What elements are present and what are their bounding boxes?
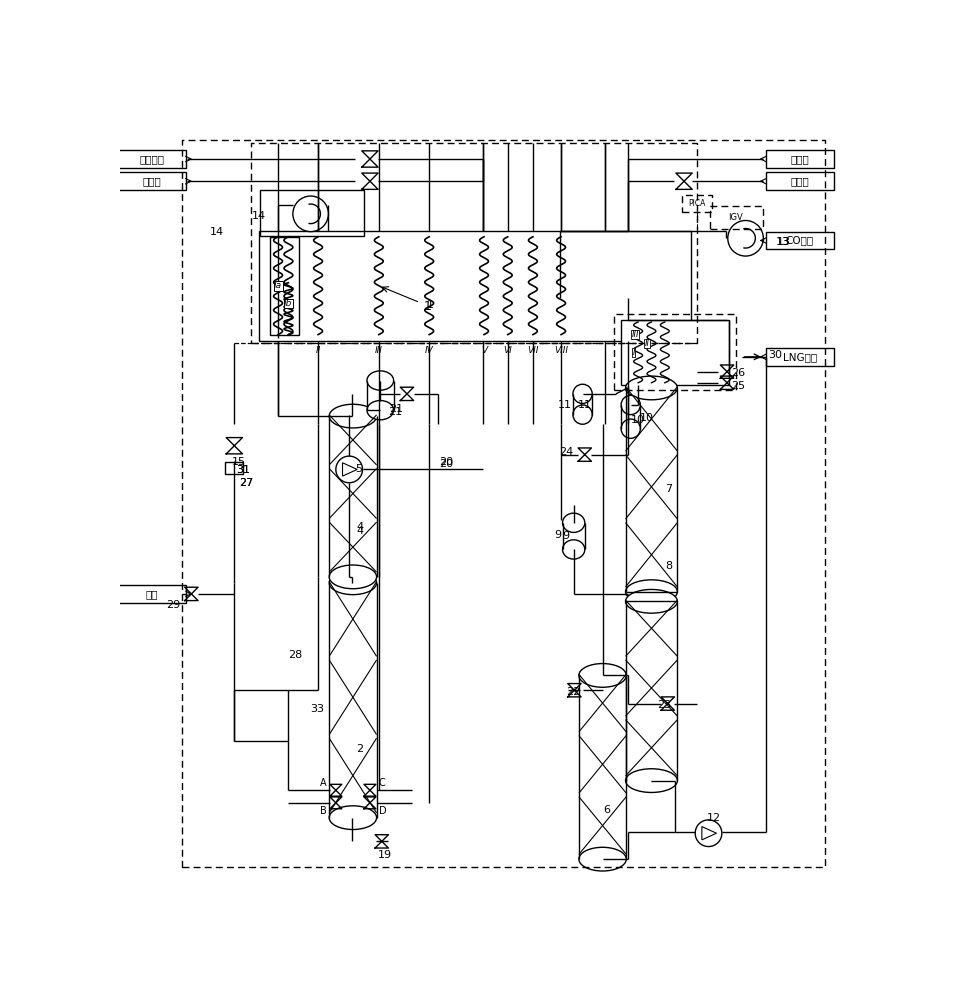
Text: 1: 1 [427,300,434,310]
Ellipse shape [329,806,377,830]
Text: 30: 30 [768,350,782,360]
Text: 5: 5 [355,464,362,474]
Text: VI: VI [504,346,512,355]
Text: 25: 25 [731,381,746,391]
Text: VII: VII [528,346,538,355]
Text: IGV: IGV [728,213,744,222]
Bar [226,462,243,474]
Text: 9: 9 [554,530,562,540]
Circle shape [695,820,722,847]
Text: A: A [320,778,327,788]
Text: 13: 13 [776,237,791,247]
Text: 14: 14 [251,211,266,221]
Text: 8: 8 [664,561,672,571]
Ellipse shape [579,847,626,871]
Text: 7: 7 [664,484,672,494]
Text: 2: 2 [357,744,363,754]
Text: 4: 4 [357,522,363,532]
Text: CO产品: CO产品 [786,235,814,245]
Ellipse shape [367,401,394,420]
Bar [118,585,186,603]
Ellipse shape [625,769,678,792]
Bar [766,150,834,168]
Text: 3: 3 [311,704,317,714]
Bar [260,190,364,236]
Text: C: C [379,778,385,788]
Text: 13: 13 [776,237,790,247]
Text: 14: 14 [210,227,224,237]
Ellipse shape [329,404,377,428]
Ellipse shape [573,384,592,403]
Text: PICA: PICA [688,199,706,208]
Circle shape [728,220,763,256]
Text: 27: 27 [240,478,253,488]
Text: 26: 26 [731,368,746,378]
Ellipse shape [562,540,585,559]
Ellipse shape [367,371,394,390]
Circle shape [293,196,329,232]
Ellipse shape [573,405,592,424]
Text: B: B [320,806,327,816]
Text: 21: 21 [389,404,403,414]
Ellipse shape [625,589,678,613]
Text: 23: 23 [657,700,671,710]
Bar [766,348,834,366]
Text: 20: 20 [440,457,454,467]
Text: 27: 27 [240,478,253,488]
Ellipse shape [621,395,641,415]
Text: 闪蒸气: 闪蒸气 [142,176,162,186]
Text: 31: 31 [236,465,250,475]
Text: 1: 1 [424,300,431,313]
Text: 22: 22 [566,687,580,697]
Text: 12: 12 [707,813,721,823]
Text: Ib: Ib [284,299,293,308]
Text: I: I [633,348,635,357]
Bar [259,231,691,341]
Ellipse shape [625,580,678,604]
Text: 6: 6 [603,805,610,815]
Text: 29: 29 [166,600,181,610]
Text: VIII: VIII [554,346,568,355]
Text: 24: 24 [559,447,573,457]
Text: 液氨: 液氨 [146,589,159,599]
Ellipse shape [625,376,678,400]
Text: 4: 4 [357,526,363,536]
Bar [118,172,186,190]
Bar [766,172,834,190]
Text: III: III [631,330,639,339]
Text: II: II [315,346,320,355]
Circle shape [336,456,362,483]
Ellipse shape [621,419,641,438]
Text: 21: 21 [388,407,402,417]
Ellipse shape [579,664,626,687]
Text: IV: IV [424,346,434,355]
Text: 31: 31 [236,465,250,475]
Text: V: V [481,346,488,355]
Text: 19: 19 [378,850,391,860]
Text: 氢气产品: 氢气产品 [140,154,164,164]
Text: III: III [375,346,382,355]
Ellipse shape [329,565,377,589]
Text: 10: 10 [631,415,644,425]
Text: 富氢气: 富氢气 [791,176,809,186]
Text: 11: 11 [557,400,572,410]
Bar [118,150,186,168]
Text: 28: 28 [289,650,303,660]
Text: II: II [644,339,649,348]
Text: 10: 10 [640,413,654,423]
Text: D: D [379,806,386,816]
Ellipse shape [562,513,585,532]
Bar [621,320,728,385]
Text: 20: 20 [440,459,454,469]
Text: 15: 15 [232,457,246,467]
Bar [766,232,834,249]
Text: 11: 11 [578,400,592,410]
Text: LNG产品: LNG产品 [783,352,816,362]
Ellipse shape [329,571,377,595]
Text: 9: 9 [562,531,569,541]
Text: 3: 3 [315,704,323,714]
Text: 净化气: 净化气 [791,154,809,164]
Bar [270,237,299,335]
Text: Ia: Ia [274,281,282,290]
